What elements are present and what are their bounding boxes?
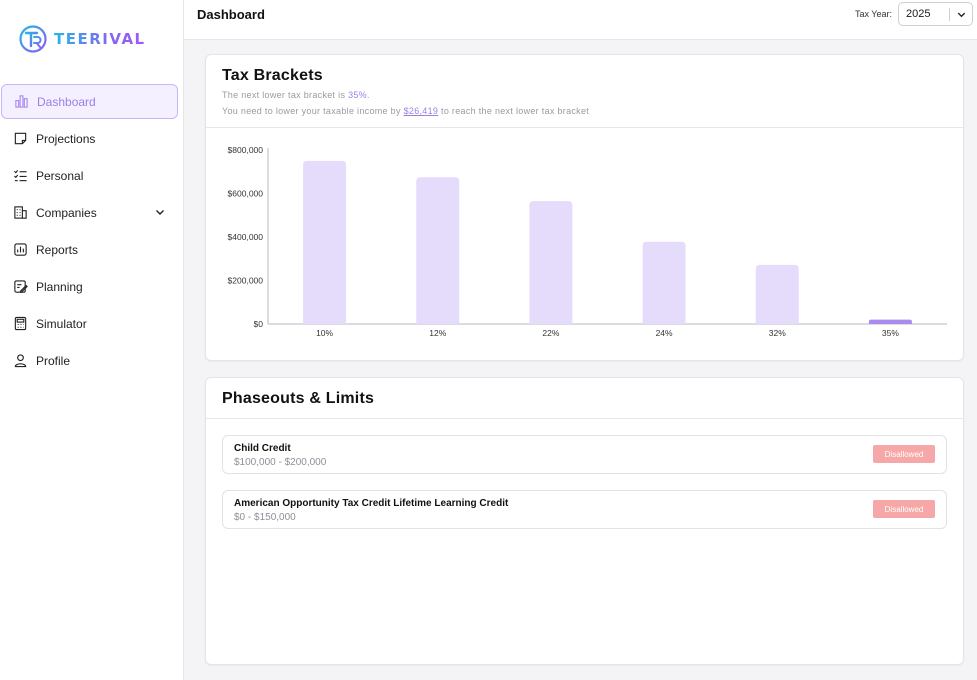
tax-year-value: 2025 xyxy=(906,8,931,20)
chart-bar xyxy=(868,319,912,324)
chart-bar xyxy=(642,241,686,324)
calculator-icon xyxy=(12,316,28,332)
x-tick-label: 32% xyxy=(769,328,786,338)
select-separator xyxy=(949,8,950,21)
card-divider xyxy=(206,127,963,128)
phaseouts-card: Phaseouts & Limits Child Credit $100,000… xyxy=(205,377,964,665)
x-tick-label: 22% xyxy=(542,328,559,338)
status-badge: Disallowed xyxy=(873,445,935,463)
tax-brackets-card: Tax Brackets The next lower tax bracket … xyxy=(205,54,964,361)
sidebar-item-label: Profile xyxy=(36,353,71,368)
x-tick-label: 35% xyxy=(882,328,899,338)
sidebar-item-simulator[interactable]: Simulator xyxy=(1,306,178,341)
y-tick-label: $800,000 xyxy=(228,145,264,155)
sidebar-item-label: Reports xyxy=(36,242,79,257)
bar-chart-icon xyxy=(13,94,29,110)
phaseout-item[interactable]: Child Credit $100,000 - $200,000 Disallo… xyxy=(222,435,947,474)
status-badge: Disallowed xyxy=(873,500,935,518)
next-bracket-prefix: The next lower tax bracket is xyxy=(222,90,349,100)
checklist-icon xyxy=(12,168,28,184)
tax-year-control: Tax Year: 2025 xyxy=(855,2,973,26)
sidebar-nav: Dashboard Projections Personal Companies xyxy=(0,84,184,380)
lower-income-suffix: to reach the next lower tax bracket xyxy=(438,106,590,116)
y-tick-label: $400,000 xyxy=(228,232,264,242)
top-bar: Dashboard Tax Year: 2025 xyxy=(184,0,977,40)
chart-bar xyxy=(303,160,347,324)
x-tick-label: 10% xyxy=(316,328,333,338)
sidebar-item-personal[interactable]: Personal xyxy=(1,158,178,193)
y-tick-label: $0 xyxy=(254,319,264,329)
y-tick-label: $600,000 xyxy=(228,189,264,199)
sidebar-item-profile[interactable]: Profile xyxy=(1,343,178,378)
brand-logo[interactable]: TEERIVAL xyxy=(18,24,146,54)
phaseout-range: $0 - $150,000 xyxy=(234,512,296,523)
sidebar-item-planning[interactable]: Planning xyxy=(1,269,178,304)
tax-year-select[interactable]: 2025 xyxy=(898,2,973,26)
next-bracket-suffix: . xyxy=(366,90,370,100)
sidebar-item-label: Projections xyxy=(36,131,96,146)
sticky-note-icon xyxy=(12,131,28,147)
phaseout-range: $100,000 - $200,000 xyxy=(234,457,327,468)
chart-bar xyxy=(529,201,573,324)
phaseouts-title: Phaseouts & Limits xyxy=(222,390,375,407)
chart-bar xyxy=(755,264,799,324)
phaseout-name: Child Credit xyxy=(234,443,291,454)
chevron-down-icon[interactable] xyxy=(956,9,967,20)
chart-bar xyxy=(416,177,460,324)
next-bracket-text: The next lower tax bracket is 35%. xyxy=(222,90,370,100)
sidebar-item-label: Dashboard xyxy=(37,94,96,109)
sidebar-item-companies[interactable]: Companies xyxy=(1,195,178,230)
report-chart-icon xyxy=(12,242,28,258)
sidebar-item-label: Planning xyxy=(36,279,83,294)
x-tick-label: 12% xyxy=(429,328,446,338)
planning-icon xyxy=(12,279,28,295)
phaseout-name: American Opportunity Tax Credit Lifetime… xyxy=(234,498,509,509)
sidebar-item-label: Personal xyxy=(36,168,84,183)
tax-brackets-title: Tax Brackets xyxy=(222,67,323,84)
sidebar-item-label: Companies xyxy=(36,205,97,220)
y-tick-label: $200,000 xyxy=(228,276,264,286)
building-icon xyxy=(12,205,28,221)
page-title: Dashboard xyxy=(197,7,265,22)
sidebar-item-label: Simulator xyxy=(36,316,87,331)
brand-name: TEERIVAL xyxy=(54,30,146,48)
card-divider xyxy=(206,418,963,419)
lower-income-prefix: You need to lower your taxable income by xyxy=(222,106,404,116)
logo-icon xyxy=(19,25,47,53)
sidebar: TEERIVAL Dashboard Projections Personal … xyxy=(0,0,184,680)
lower-income-text: You need to lower your taxable income by… xyxy=(222,106,589,116)
lower-income-amount-link[interactable]: $26,419 xyxy=(403,106,439,116)
sidebar-item-projections[interactable]: Projections xyxy=(1,121,178,156)
phaseout-item[interactable]: American Opportunity Tax Credit Lifetime… xyxy=(222,490,947,529)
tax-year-label: Tax Year: xyxy=(854,9,892,19)
chevron-down-icon[interactable] xyxy=(154,206,166,218)
tax-brackets-chart: $0 $200,000 $400,000 $600,000 $800,000 10% 12%… xyxy=(228,145,947,338)
sidebar-item-reports[interactable]: Reports xyxy=(1,232,178,267)
x-tick-label: 24% xyxy=(656,328,673,338)
sidebar-item-dashboard[interactable]: Dashboard xyxy=(1,84,178,119)
user-icon xyxy=(12,353,28,369)
next-bracket-value: 35% xyxy=(348,90,367,100)
